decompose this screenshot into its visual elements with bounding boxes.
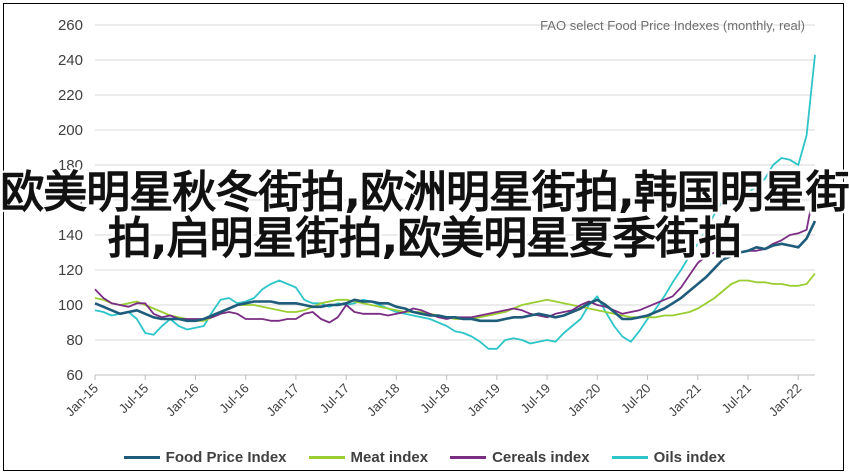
y-tick-label: 120 xyxy=(58,262,83,279)
x-tick-label: Jul-18 xyxy=(417,381,453,417)
legend-label: Cereals index xyxy=(492,449,590,466)
series-line-meat-index xyxy=(94,272,816,322)
x-tick-label: Jan-19 xyxy=(464,381,503,420)
x-tick-label: Jan-22 xyxy=(766,381,805,420)
x-tick-label: Jan-15 xyxy=(62,381,101,420)
x-tick-label: Jul-20 xyxy=(618,381,654,417)
y-tick-label: 140 xyxy=(58,227,83,244)
legend-swatch xyxy=(450,456,487,459)
legend-swatch xyxy=(123,456,160,459)
overlay-headline: 欧美明星秋冬街拍,欧洲明星街拍,韩国明星街拍,启明星街拍,欧美明星夏季街拍 xyxy=(0,167,849,264)
x-tick-label: Jul-17 xyxy=(317,381,353,417)
legend-item: Food Price Index xyxy=(123,449,287,466)
legend-label: Meat index xyxy=(350,449,429,466)
chart-frame xyxy=(3,3,844,471)
x-tick-label: Jul-19 xyxy=(518,381,554,417)
legend-item: Meat index xyxy=(308,449,429,466)
y-tick-label: 260 xyxy=(58,17,83,34)
chart-legend: Food Price Index Meat index Cereals index O… xyxy=(0,449,849,466)
legend-swatch xyxy=(308,456,345,459)
y-tick-label: 60 xyxy=(66,367,83,384)
series-line-food-price-index xyxy=(94,220,817,323)
y-tick-label: 180 xyxy=(58,157,83,174)
y-tick-label: 80 xyxy=(66,332,83,349)
x-tick-label: Jan-20 xyxy=(565,381,604,420)
legend-swatch xyxy=(611,456,648,459)
y-tick-label: 160 xyxy=(58,192,83,209)
x-tick-label: Jul-15 xyxy=(116,381,152,417)
legend-item: Cereals index xyxy=(450,449,590,466)
y-tick-label: 100 xyxy=(58,297,83,314)
legend-label: Food Price Index xyxy=(165,449,287,466)
x-tick-label: Jan-17 xyxy=(263,381,302,420)
x-tick-label: Jul-16 xyxy=(216,381,252,417)
legend-item: Oils index xyxy=(611,449,726,466)
x-tick-label: Jul-21 xyxy=(718,381,754,417)
chart-title: FAO select Food Price Indexes (monthly, … xyxy=(540,18,805,33)
x-tick-label: Jan-21 xyxy=(665,381,704,420)
y-tick-label: 220 xyxy=(58,87,83,104)
series-line-oils-index xyxy=(94,54,816,350)
legend-label: Oils index xyxy=(653,449,726,466)
y-tick-label: 240 xyxy=(58,52,83,69)
x-tick-label: Jan-16 xyxy=(163,381,202,420)
y-tick-label: 200 xyxy=(58,122,83,139)
x-tick-label: Jan-18 xyxy=(364,381,403,420)
